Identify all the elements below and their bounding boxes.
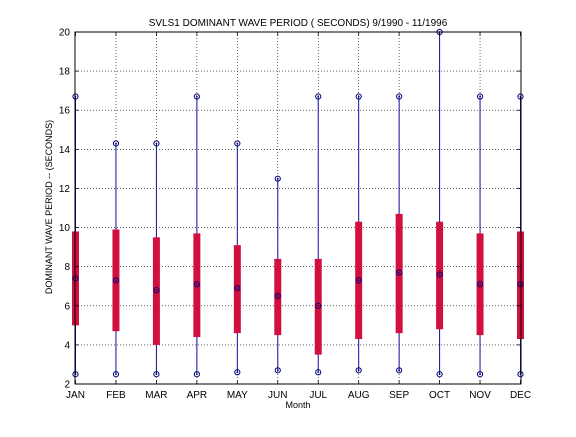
x-tick-label: NOV bbox=[469, 390, 491, 401]
min-marker bbox=[315, 369, 322, 376]
min-marker bbox=[153, 371, 160, 378]
y-tick-label: 20 bbox=[59, 28, 71, 39]
min-marker bbox=[234, 369, 241, 376]
y-tick-label: 16 bbox=[59, 106, 71, 117]
max-marker-dot bbox=[195, 95, 198, 98]
mean-marker-dot bbox=[398, 271, 401, 274]
x-tick-label: AUG bbox=[348, 390, 370, 401]
min-marker bbox=[476, 371, 484, 378]
max-marker-dot bbox=[155, 142, 158, 145]
max-marker bbox=[274, 175, 281, 182]
iqr-box bbox=[314, 258, 322, 355]
x-tick-label: FEB bbox=[106, 390, 126, 401]
mean-marker bbox=[153, 287, 160, 294]
min-marker-dot bbox=[357, 369, 360, 372]
mean-marker bbox=[234, 285, 241, 292]
max-marker-dot bbox=[479, 95, 481, 98]
x-tick-label: JAN bbox=[66, 390, 85, 401]
min-marker bbox=[355, 367, 362, 374]
plot-frame bbox=[74, 31, 522, 385]
min-marker-dot bbox=[317, 371, 320, 374]
iqr-box bbox=[395, 213, 403, 334]
x-tick-label: DEC bbox=[510, 390, 531, 401]
x-tick-label: APR bbox=[187, 390, 208, 401]
min-marker bbox=[193, 371, 200, 378]
mean-marker bbox=[112, 277, 120, 284]
max-marker-dot bbox=[276, 177, 279, 180]
mean-marker bbox=[193, 281, 200, 288]
min-marker bbox=[112, 371, 120, 378]
min-marker-dot bbox=[195, 373, 198, 376]
x-axis-ticks: JAN FEB MAR APR MAY JUN JUL AUG SEP OCT NOV DEC bbox=[66, 32, 531, 401]
y-tick-label: 8 bbox=[64, 262, 70, 273]
y-axis-ticks: 2 4 6 8 10 12 14 16 18 20 bbox=[59, 28, 521, 391]
mean-marker-dot bbox=[357, 279, 360, 282]
iqr-box bbox=[233, 245, 241, 334]
y-tick-label: 12 bbox=[59, 184, 71, 195]
x-tick-label: SEP bbox=[389, 390, 409, 401]
mean-marker-dot bbox=[438, 273, 441, 276]
x-tick-label: JUN bbox=[268, 390, 287, 401]
x-tick-label: MAY bbox=[227, 390, 248, 401]
y-tick-label: 6 bbox=[64, 301, 70, 312]
grid-lines bbox=[75, 32, 521, 384]
mean-marker-dot bbox=[195, 283, 198, 286]
mean-marker bbox=[396, 269, 403, 276]
y-tick-label: 18 bbox=[59, 67, 71, 78]
y-tick-label: 14 bbox=[59, 145, 71, 156]
max-marker bbox=[193, 93, 200, 100]
y-axis-label: DOMINANT WAVE PERIOD -- (SECONDS) bbox=[44, 120, 54, 294]
iqr-box bbox=[193, 233, 201, 338]
max-marker bbox=[396, 93, 403, 100]
y-tick-label: 4 bbox=[64, 340, 70, 351]
max-marker bbox=[153, 140, 160, 147]
min-marker-dot bbox=[236, 371, 239, 374]
mean-marker-dot bbox=[276, 295, 279, 297]
x-tick-label: OCT bbox=[429, 390, 450, 401]
mean-marker-dot bbox=[236, 287, 239, 290]
x-tick-label: MAR bbox=[145, 390, 167, 401]
mean-marker bbox=[476, 281, 484, 288]
iqr-box bbox=[436, 221, 444, 330]
min-marker-dot bbox=[115, 373, 117, 376]
chart-title: SVLS1 DOMINANT WAVE PERIOD ( SECONDS) 9/… bbox=[149, 18, 448, 29]
y-tick-label: 10 bbox=[59, 223, 71, 234]
iqr-box bbox=[274, 258, 282, 336]
max-marker-dot bbox=[398, 95, 401, 98]
max-marker-dot bbox=[236, 142, 239, 145]
mean-marker-dot bbox=[479, 283, 481, 286]
min-marker bbox=[396, 367, 403, 374]
mean-marker-dot bbox=[317, 304, 320, 307]
iqr-box bbox=[152, 237, 160, 345]
mean-marker bbox=[274, 292, 281, 300]
mean-marker bbox=[355, 277, 362, 284]
mean-marker-dot bbox=[155, 289, 158, 292]
max-marker bbox=[315, 93, 322, 100]
y-tick-label: 2 bbox=[64, 380, 70, 391]
mean-marker-dot bbox=[115, 279, 117, 282]
max-marker-dot bbox=[317, 95, 320, 98]
min-marker-dot bbox=[276, 369, 279, 372]
min-marker-dot bbox=[479, 373, 481, 376]
min-marker bbox=[274, 367, 281, 374]
max-marker-dot bbox=[357, 95, 360, 98]
max-marker bbox=[234, 140, 241, 147]
max-marker bbox=[476, 93, 484, 100]
mean-marker bbox=[436, 271, 443, 278]
min-marker-dot bbox=[398, 369, 401, 372]
max-marker bbox=[112, 140, 120, 147]
mean-marker bbox=[315, 302, 322, 309]
min-marker-dot bbox=[155, 373, 158, 376]
min-marker-dot bbox=[438, 373, 441, 376]
max-marker bbox=[355, 93, 362, 100]
min-marker bbox=[436, 371, 443, 378]
x-tick-label: JUL bbox=[309, 390, 327, 401]
max-marker-dot bbox=[115, 142, 117, 145]
box-marks bbox=[72, 28, 524, 378]
x-axis-label: Month bbox=[285, 400, 310, 410]
